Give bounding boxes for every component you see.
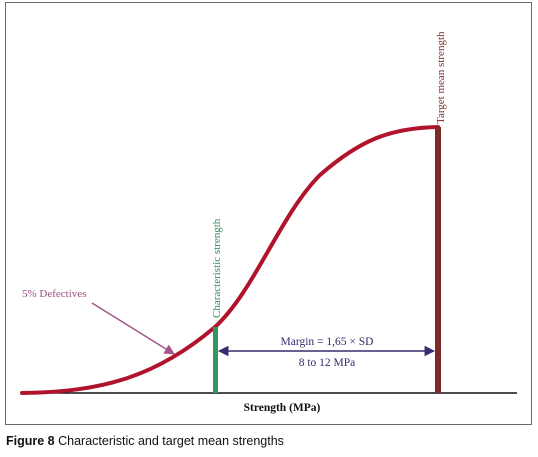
figure-caption-text: Characteristic and target mean strengths xyxy=(54,434,284,448)
margin-formula-label: Margin = 1,65 × SD xyxy=(281,336,374,348)
defectives-label: 5% Defectives xyxy=(22,288,86,300)
figure-caption: Figure 8 Characteristic and target mean … xyxy=(6,434,284,448)
target-mean-strength-bar xyxy=(435,127,441,393)
characteristic-strength-label: Characteristic strength xyxy=(211,218,223,318)
x-axis-label: Strength (MPa) xyxy=(244,402,321,414)
target-mean-strength-label: Target mean strength xyxy=(435,31,447,124)
characteristic-strength-bar xyxy=(213,327,218,393)
defectives-pointer-arrow xyxy=(91,302,175,355)
margin-range-label: 8 to 12 MPa xyxy=(299,357,356,369)
cumulative-strength-curve xyxy=(20,125,440,395)
figure-number: Figure 8 xyxy=(6,434,55,448)
